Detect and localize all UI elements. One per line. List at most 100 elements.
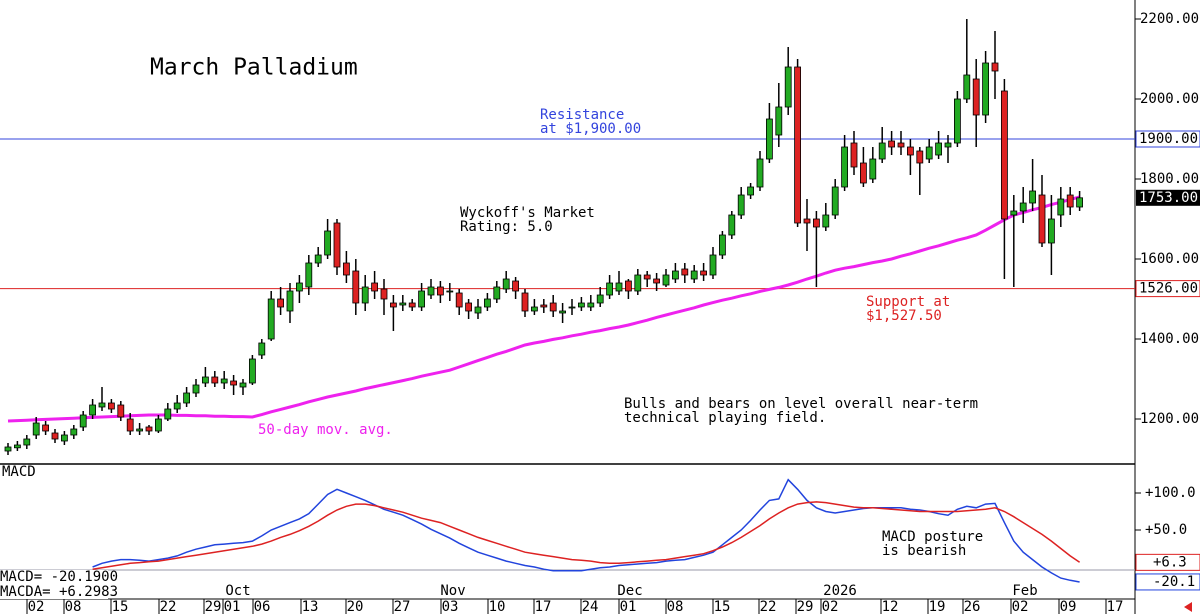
candle-body (361, 286, 369, 304)
y-tick-label: 2200.00 (1140, 11, 1199, 27)
candle-body (1076, 197, 1083, 208)
candle-body (201, 376, 209, 384)
x-tick-label: 08 (667, 599, 684, 614)
x-tick-label: 15 (112, 599, 129, 614)
macd-tag (1135, 553, 1200, 571)
macd-readout: MACDA= +6.2983 (0, 584, 118, 600)
candle-body (371, 282, 379, 292)
readout-box (0, 570, 108, 599)
x-tick-label: 02 (822, 599, 839, 614)
candle-body (446, 290, 454, 293)
candle-body (342, 262, 350, 276)
candle-body (145, 426, 153, 432)
candle-body (766, 118, 773, 160)
candle-body (380, 288, 388, 300)
level-annotation: Resistance (540, 107, 624, 123)
candle-body (1057, 198, 1065, 216)
candle-body (982, 62, 989, 116)
candle-body (850, 142, 858, 168)
candle-body (239, 382, 247, 388)
candle-body (455, 292, 463, 308)
chart-title: March Palladium (150, 55, 358, 81)
candle-body (183, 392, 191, 404)
candle-body (32, 422, 40, 436)
candle-body (1066, 194, 1074, 208)
candle-body (681, 268, 689, 276)
candle-body (79, 414, 87, 428)
x-tick-label: 03 (442, 599, 459, 614)
x-tick-label: 17 (535, 599, 552, 614)
month-label: Dec (617, 583, 642, 599)
candle-body (578, 302, 585, 308)
candle-body (314, 254, 322, 264)
candle-body (164, 408, 172, 420)
annotation: Bulls and bears on level overall near-te… (624, 396, 978, 412)
candle-body (559, 310, 566, 314)
candle-body (1001, 90, 1008, 220)
macd-annotation: is bearish (882, 543, 966, 559)
macd-readout: MACD= -20.1900 (0, 569, 118, 585)
y-tick-label: 1800.00 (1140, 171, 1199, 187)
x-tick-label: 08 (65, 599, 82, 614)
candle-body (521, 292, 529, 312)
candle-body (784, 66, 792, 108)
candle-body (803, 218, 811, 224)
candle-body (972, 78, 980, 116)
moving-average (7, 195, 1080, 423)
candle-body (465, 302, 473, 312)
y-tick-label: 1400.00 (1140, 331, 1199, 347)
x-tick-label: 15 (714, 599, 731, 614)
candle-body (719, 234, 726, 256)
x-tick-label: 24 (582, 599, 599, 614)
x-tick-label: 02 (28, 599, 45, 614)
candle-body (831, 186, 839, 216)
candle-body (860, 162, 867, 184)
candle-body (643, 274, 651, 280)
x-tick-label: 02 (1012, 599, 1029, 614)
level-label: 1900.00 (1139, 131, 1198, 147)
candle-body (277, 298, 285, 308)
candle-body (295, 282, 303, 292)
candle-body (4, 446, 12, 452)
close-label: 1753.00 (1139, 190, 1198, 206)
candle-body (493, 286, 501, 300)
candle-body (1010, 210, 1018, 216)
candle-body (258, 342, 266, 356)
candle-body (418, 290, 426, 308)
macd-value-label: -20.1 (1153, 574, 1195, 590)
candle-body (89, 404, 96, 416)
x-tick-label: 06 (254, 599, 271, 614)
x-tick-label: 20 (347, 599, 364, 614)
candle-body (775, 106, 783, 136)
candle-body (907, 146, 914, 156)
annotation: Rating: 5.0 (460, 219, 553, 235)
x-tick-label: 10 (489, 599, 506, 614)
candle-body (1029, 190, 1036, 204)
x-tick-label: 17 (1107, 599, 1124, 614)
candle-body (61, 434, 68, 442)
x-tick-label: 29 (205, 599, 222, 614)
x-tick-label: 22 (760, 599, 777, 614)
candle-body (427, 286, 435, 296)
candle-body (352, 270, 360, 304)
candle-body (117, 404, 125, 418)
candle-body (813, 218, 820, 228)
candle-body (690, 270, 698, 280)
candle-body (108, 402, 115, 410)
candle-body (897, 142, 905, 148)
candle-body (587, 302, 595, 308)
close-tag (1136, 189, 1200, 206)
candle-body (192, 384, 200, 394)
candle-body (756, 158, 764, 188)
x-tick-label: 13 (302, 599, 319, 614)
x-tick-label: 01 (620, 599, 637, 614)
candle-body (653, 278, 660, 284)
candle-body (878, 142, 886, 160)
y-tick-label: +100.0 (1145, 485, 1196, 501)
candle-body (869, 158, 877, 180)
candle-body (23, 438, 31, 446)
candle-body (709, 254, 717, 276)
macd-line (92, 478, 1080, 583)
candle-body (615, 282, 623, 292)
level-annotation: Support at (866, 294, 950, 310)
